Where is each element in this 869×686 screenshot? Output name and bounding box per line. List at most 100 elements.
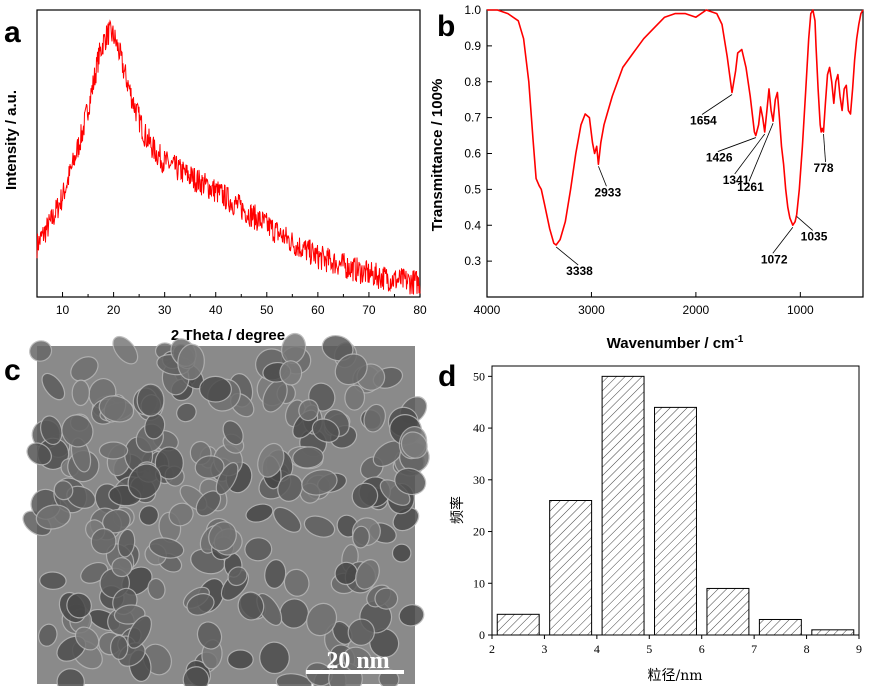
histogram-bar (496, 613, 540, 636)
panel-a-xlabel: 2 Theta / degree (171, 327, 285, 344)
tem-particle (112, 335, 139, 365)
tem-particles (22, 332, 430, 686)
panel-d-ytick-label: 50 (473, 369, 485, 383)
annotation-label: 1261 (737, 180, 764, 194)
tem-particle (279, 360, 303, 386)
annotation-label: 1341 (723, 173, 750, 187)
annotation-arrow (772, 227, 794, 254)
panel-b-line (487, 9, 864, 246)
tem-particle (391, 543, 412, 563)
tem-particle (176, 402, 197, 423)
tem-particle (257, 442, 285, 478)
tem-particle (66, 592, 92, 619)
panel-d-xtick-label: 8 (804, 642, 810, 656)
panel-b-series (487, 9, 864, 246)
annotation-arrow (748, 123, 774, 182)
tem-particle (400, 431, 428, 459)
panel-a-xtick-label: 50 (260, 303, 274, 317)
annotation-arrow (734, 133, 766, 175)
annotation-arrow (796, 216, 813, 231)
tem-particle (177, 343, 205, 381)
panel-a-line (36, 19, 421, 295)
panel-a-series (36, 19, 421, 295)
panel-d-xtick-label: 2 (489, 642, 495, 656)
histogram-bar (811, 629, 855, 636)
panel-b-ticks: 4000 3000 2000 1000 0.3 0.4 0.5 0.6 0.7 0.8 0.9 1.0 (464, 3, 814, 317)
tem-particle (292, 446, 325, 469)
tem-particle (272, 506, 302, 533)
tem-particle (148, 537, 185, 559)
panel-a-xtick-label: 20 (107, 303, 121, 317)
tem-particle (259, 641, 290, 675)
panel-d-xtick-label: 5 (646, 642, 652, 656)
panel-b-xtick-label: 4000 (474, 303, 501, 317)
annotation-arrow (555, 246, 579, 266)
tem-particle (40, 415, 63, 446)
panel-a-x-ticks: 10 20 30 40 50 60 70 80 (36, 292, 427, 317)
panel-a-xtick-label: 40 (209, 303, 223, 317)
tem-particle (182, 666, 210, 686)
tem-particle (35, 504, 72, 530)
tem-particle (275, 673, 313, 686)
panel-b-ytick-label: 1.0 (464, 3, 481, 17)
panel-letter-b: b (437, 10, 455, 43)
annotation-label: 3338 (566, 264, 593, 278)
panel-b-ylabel: Transmittance / 100% (429, 79, 446, 232)
tem-particle (306, 602, 338, 637)
tem-particle (355, 559, 380, 590)
tem-particle (127, 615, 152, 649)
tem-particle (237, 591, 265, 621)
panel-d-ytick-label: 40 (473, 421, 485, 435)
tem-particle (147, 577, 166, 601)
tem-particle (334, 561, 358, 586)
panel-b-xtick-label: 3000 (578, 303, 605, 317)
annotation-arrow (701, 94, 733, 115)
panel-a-xtick-label: 80 (413, 303, 427, 317)
annotation-label: 1072 (761, 252, 788, 266)
tem-particle (127, 463, 162, 500)
tem-particle (56, 668, 85, 686)
panel-b-ytick-label: 0.3 (464, 254, 481, 268)
panel-b-ytick-label: 0.8 (464, 75, 481, 89)
tem-particle (394, 467, 427, 496)
panel-d-xlabel: 粒径/nm (647, 668, 702, 684)
tem-particle (301, 469, 338, 496)
panel-b-ytick-label: 0.7 (464, 111, 481, 125)
panel-letter-c: c (4, 354, 21, 387)
panel-a-xtick-label: 70 (362, 303, 376, 317)
panel-d-histogram: 2 3 4 5 6 7 8 9 0 10 20 30 40 50 粒径/nm 频率 (449, 365, 862, 684)
tem-particle (117, 528, 136, 558)
tem-particle (39, 571, 67, 591)
tem-particle (199, 375, 232, 403)
panel-a-frame (36, 9, 421, 298)
annotation-label: 1035 (801, 229, 828, 243)
panel-d-ytick-label: 20 (473, 525, 485, 539)
histogram-bar (758, 618, 802, 636)
tem-particle (53, 480, 74, 501)
panel-d-xtick-label: 3 (541, 642, 547, 656)
tem-particle (196, 621, 223, 650)
tem-particle (208, 521, 237, 552)
tem-particle (194, 455, 225, 479)
tem-particle (98, 395, 135, 423)
tem-particle (347, 618, 375, 646)
panel-b-ytick-label: 0.4 (464, 218, 481, 232)
annotation-label: 2933 (594, 185, 621, 199)
tem-particle (138, 505, 159, 526)
histogram-bar (654, 406, 697, 636)
tem-particle (168, 502, 194, 527)
panel-b-frame (486, 9, 864, 298)
tem-particle (154, 446, 184, 480)
panel-b-ytick-label: 0.9 (464, 39, 481, 53)
tem-particle (334, 353, 368, 386)
panel-b-xtick-label: 1000 (787, 303, 814, 317)
scalebar-label: 20 nm (326, 648, 389, 674)
histogram-bar (549, 500, 593, 636)
tem-particle (29, 340, 53, 362)
tem-particle (363, 403, 386, 433)
histogram-bar (706, 587, 750, 636)
panel-c-tem-image: 20 nm (22, 332, 430, 686)
panel-b-ytick-label: 0.6 (464, 147, 481, 161)
